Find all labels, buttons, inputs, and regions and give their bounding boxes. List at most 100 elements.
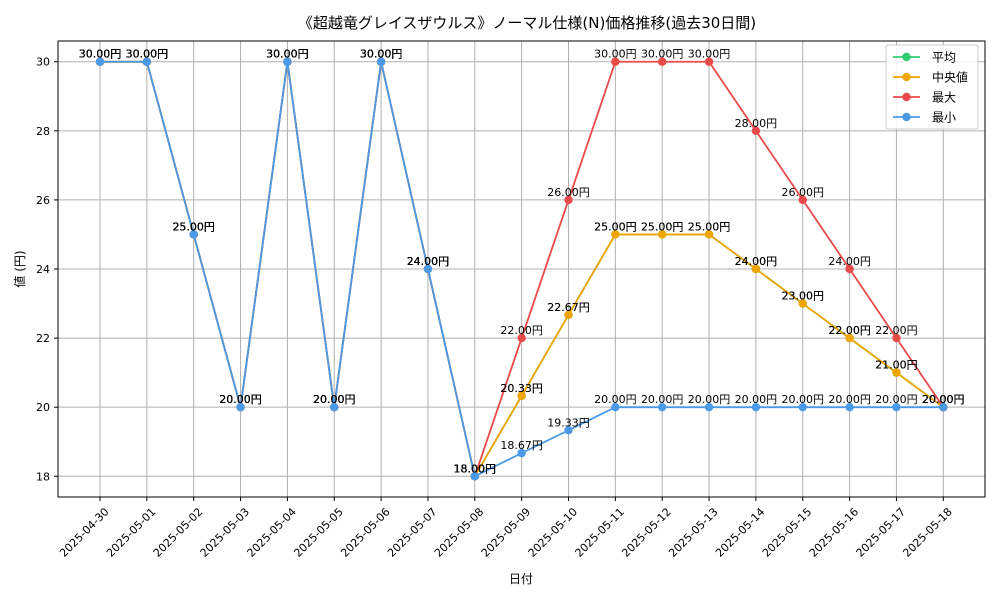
data-point [611, 402, 620, 412]
x-tick-label: 2025-05-14 [713, 505, 767, 559]
data-label: 20.00円 [594, 393, 637, 406]
data-label: 25.00円 [641, 220, 684, 233]
data-label: 25.00円 [594, 220, 637, 233]
series-layer [95, 57, 948, 481]
data-label: 24.00円 [407, 255, 450, 268]
data-point [798, 195, 807, 205]
x-tick-label: 2025-05-03 [198, 505, 252, 559]
data-label: 20.33円 [500, 382, 543, 395]
data-point [658, 230, 667, 239]
data-label: 20.00円 [782, 393, 825, 406]
x-tick-label: 2025-05-02 [151, 505, 205, 559]
data-label: 20.00円 [641, 393, 684, 406]
legend-label: 最小 [932, 111, 956, 125]
y-tick-label: 28 [36, 125, 50, 138]
data-point [658, 57, 667, 66]
x-axis-label: 日付 [509, 572, 533, 586]
y-tick-label: 20 [36, 401, 50, 414]
legend-marker [902, 92, 911, 102]
x-tick-label: 2025-05-06 [338, 505, 392, 559]
data-label: 22.00円 [875, 324, 918, 337]
data-point [142, 57, 152, 66]
data-label: 25.00円 [172, 220, 215, 233]
data-label: 21.00円 [875, 359, 918, 372]
legend-label: 中央値 [932, 70, 968, 85]
x-tick-label: 2025-05-12 [619, 505, 673, 559]
series-3 [95, 57, 948, 481]
data-point [845, 333, 854, 343]
data-label: 19.33円 [547, 416, 590, 429]
data-point [564, 310, 573, 320]
data-point [517, 333, 526, 343]
data-label: 20.00円 [313, 393, 356, 406]
data-label: 30.00円 [126, 48, 169, 61]
data-label: 30.00円 [126, 48, 169, 61]
data-label: 30.00円 [594, 48, 637, 61]
data-label: 30.00円 [79, 48, 122, 61]
data-label: 20.00円 [313, 393, 356, 406]
data-label: 20.00円 [313, 393, 356, 406]
data-label: 24.00円 [735, 255, 778, 268]
x-tick-label: 2025-05-04 [245, 505, 299, 559]
data-point [798, 402, 807, 412]
data-label: 30.00円 [360, 48, 403, 61]
data-label: 30.00円 [79, 48, 122, 61]
data-label: 23.00円 [782, 290, 825, 303]
data-point [845, 264, 854, 274]
legend-label: 最大 [932, 91, 956, 105]
y-tick-label: 30 [36, 56, 50, 69]
x-tick-label: 2025-05-09 [479, 505, 533, 559]
data-label: 20.33円 [500, 382, 543, 395]
data-label: 30.00円 [266, 48, 309, 61]
data-label: 30.00円 [360, 48, 403, 61]
data-point [704, 402, 714, 412]
data-label: 30.00円 [266, 48, 309, 61]
data-label: 18.00円 [454, 462, 497, 475]
y-tick-label: 24 [36, 263, 50, 276]
x-tick-label: 2025-05-17 [854, 505, 908, 559]
y-axis-label: 値 (円) [12, 250, 27, 287]
legend-marker [902, 112, 911, 122]
data-label: 20.00円 [313, 393, 356, 406]
data-point [517, 448, 526, 458]
data-label: 20.00円 [922, 393, 965, 406]
legend-box [885, 44, 979, 130]
data-point [939, 402, 948, 412]
data-label: 30.00円 [266, 48, 309, 61]
x-tick-label: 2025-05-07 [385, 505, 439, 559]
x-tick-label: 2025-05-08 [432, 505, 486, 559]
legend-marker [902, 52, 911, 62]
tick-layer: 2025-04-302025-05-012025-05-022025-05-03… [36, 56, 955, 560]
data-label: 25.00円 [172, 220, 215, 233]
data-label: 25.00円 [641, 220, 684, 233]
data-label: 20.00円 [219, 393, 262, 406]
data-label: 20.00円 [922, 393, 965, 406]
x-tick-label: 2025-05-11 [573, 505, 627, 559]
data-label: 25.00円 [594, 220, 637, 233]
data-label: 30.00円 [688, 48, 731, 61]
y-tick-label: 22 [36, 332, 50, 345]
data-point [517, 391, 526, 400]
legend-label: 平均 [932, 51, 956, 65]
x-tick-label: 2025-04-30 [57, 505, 111, 559]
data-point [658, 402, 667, 412]
x-tick-label: 2025-05-18 [900, 505, 954, 559]
data-point [704, 57, 714, 66]
data-label: 18.00円 [454, 462, 497, 475]
data-label: 30.00円 [126, 48, 169, 61]
x-tick-label: 2025-05-10 [526, 505, 580, 559]
data-label: 18.00円 [454, 462, 497, 475]
data-point [751, 264, 761, 274]
data-point [611, 57, 620, 66]
data-label: 26.00円 [547, 186, 590, 199]
data-point [376, 57, 386, 66]
data-label: 20.00円 [735, 393, 778, 406]
data-point [892, 333, 901, 343]
data-label: 22.00円 [828, 324, 871, 337]
data-label: 20.00円 [219, 393, 262, 406]
x-tick-label: 2025-05-15 [760, 505, 814, 559]
data-label: 22.67円 [547, 301, 590, 314]
data-label: 20.00円 [922, 393, 965, 406]
